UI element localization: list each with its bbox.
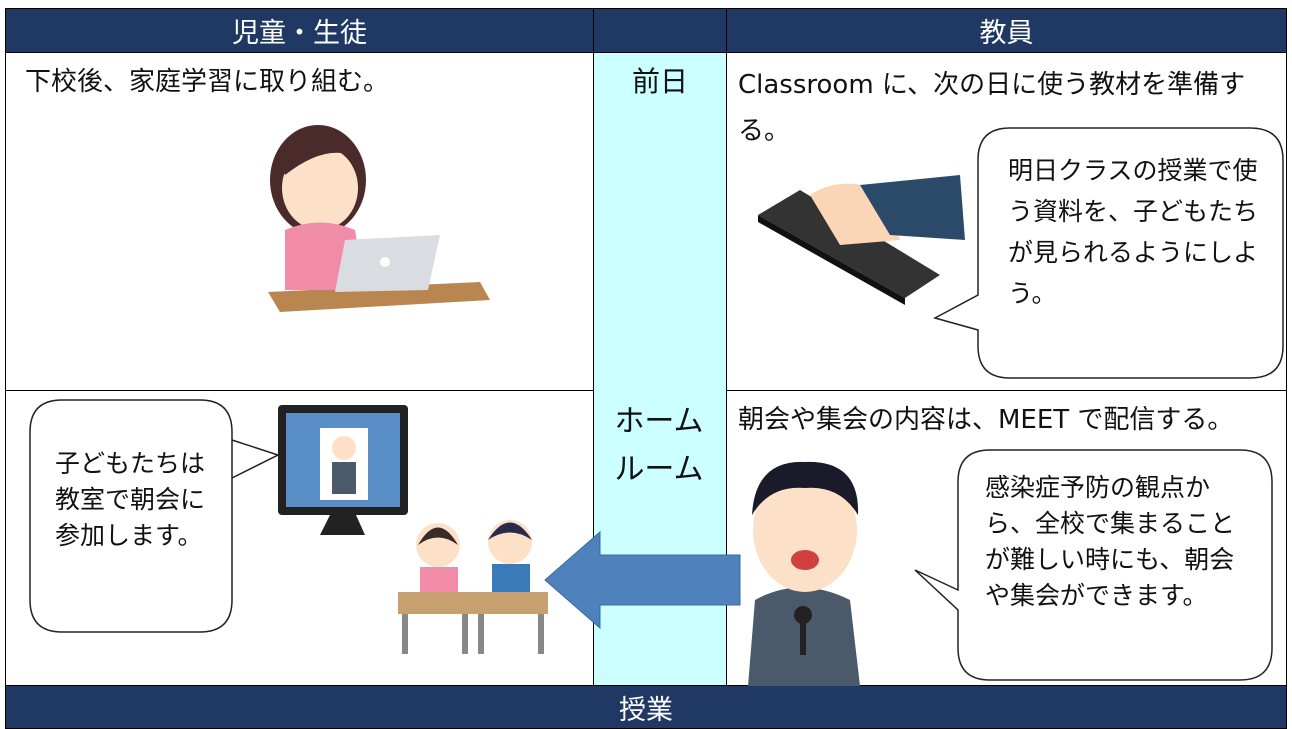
children-illustration [398, 520, 548, 654]
keyboard-illustration [758, 175, 965, 305]
row-label: 前日 [631, 65, 688, 98]
bubble-text: 子どもたちは教室で朝会に参加します。 [55, 449, 206, 550]
bubble-text: 明日クラスの授業で使う資料を、子どもたちが見られるようにしよう。 [1008, 156, 1259, 308]
header-teacher: 教員 [726, 8, 1287, 53]
speech-bubble [29, 399, 280, 633]
teacher-text: Classroom に、次の日に使う教材を準備する。 [738, 70, 1246, 146]
arrow [544, 530, 741, 630]
monitor-illustration [278, 405, 408, 535]
teacher-text: 朝会や集会の内容は、MEET で配信する。 [738, 405, 1234, 435]
header-student: 児童・生徒 [5, 8, 594, 53]
girl-laptop-illustration [268, 125, 490, 312]
teacher-illustration [748, 461, 860, 686]
footer: 授業 [5, 685, 1287, 729]
student-text: 下校後、家庭学習に取り組む。 [25, 67, 390, 97]
row-label: ホームルーム [614, 404, 704, 487]
speech-bubble [914, 449, 1273, 681]
speech-bubble [932, 127, 1284, 379]
bubble-text: 感染症予防の観点から、全校で集まることが難しい時にも、朝会や集会ができます。 [985, 473, 1236, 610]
